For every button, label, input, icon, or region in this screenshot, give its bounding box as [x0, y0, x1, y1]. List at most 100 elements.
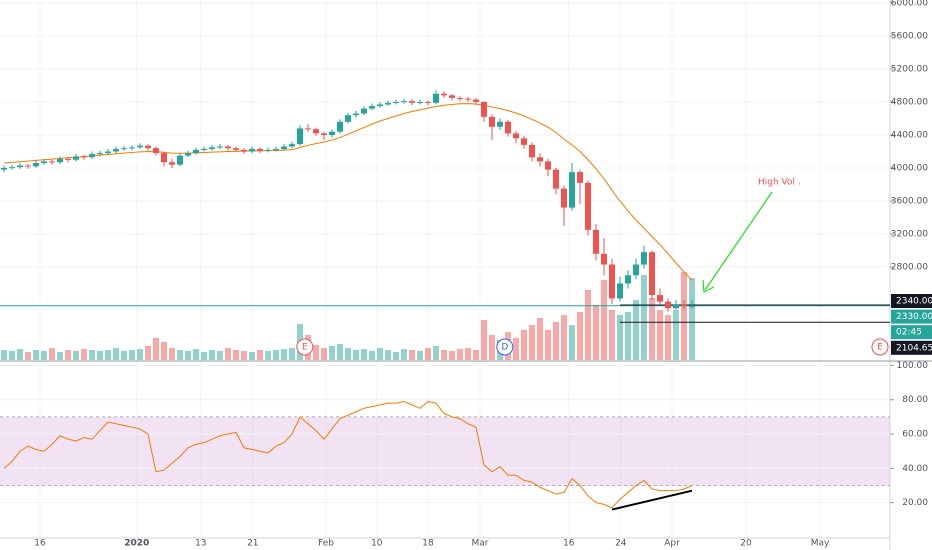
event-label: E	[302, 343, 308, 353]
axis-label: 2330.00	[896, 312, 932, 322]
candle-body	[233, 148, 239, 150]
candle-body	[129, 147, 135, 149]
volume-bar	[89, 350, 95, 360]
candle-body	[489, 116, 495, 127]
volume-bar	[49, 348, 55, 360]
volume-bar	[313, 345, 319, 360]
volume-bar	[409, 350, 415, 360]
x-tick-label: 20	[740, 539, 752, 549]
x-tick-label: 21	[247, 539, 258, 549]
volume-bar	[641, 275, 647, 360]
volume-bar	[345, 348, 351, 360]
x-tick-label: 24	[615, 539, 627, 549]
candle-body	[121, 148, 127, 150]
candle-body	[593, 229, 599, 254]
volume-bar	[81, 349, 87, 360]
volume-bar	[169, 348, 175, 360]
volume-bar	[513, 338, 519, 360]
volume-bar	[281, 349, 287, 360]
candle-body	[265, 149, 271, 151]
volume-bar	[321, 348, 327, 360]
y-tick-label: 2800.00	[891, 263, 928, 273]
volume-bar	[489, 335, 495, 360]
annotation-text: High Vol .	[758, 178, 801, 188]
candle-body	[57, 158, 63, 163]
y-tick-label: 4400.00	[891, 130, 928, 140]
candle-body	[17, 165, 23, 168]
event-label: D	[501, 343, 508, 353]
volume-bar	[217, 351, 223, 360]
volume-bar	[537, 318, 543, 360]
candle-body	[321, 133, 327, 135]
volume-bar	[353, 350, 359, 360]
volume-bar	[129, 350, 135, 360]
volume-bar	[465, 348, 471, 360]
candle-body	[209, 147, 215, 150]
volume-bar	[577, 312, 583, 360]
volume-bar	[481, 320, 487, 360]
candle-body	[329, 131, 335, 135]
volume-bar	[225, 348, 231, 360]
candle-body	[553, 169, 559, 189]
candle-body	[9, 167, 15, 169]
candle-body	[281, 146, 287, 150]
candle-body	[185, 153, 191, 156]
candle-body	[73, 156, 79, 160]
volume-bar	[593, 305, 599, 360]
volume-bar	[337, 344, 343, 360]
candle-body	[153, 148, 159, 154]
event-label: E	[877, 343, 883, 353]
volume-bar	[65, 350, 71, 360]
volume-bar	[257, 350, 263, 360]
candle-body	[473, 99, 479, 102]
candle-body	[377, 104, 383, 107]
volume-bar	[121, 351, 127, 360]
x-tick-label: 2020	[124, 539, 149, 549]
x-tick-label: 10	[371, 539, 383, 549]
y-tick-label: 100.00	[897, 361, 929, 371]
event-marker	[871, 338, 889, 356]
candle-body	[481, 101, 487, 117]
volume-bar	[441, 350, 447, 360]
candle-body	[113, 149, 119, 152]
candle-body	[49, 161, 55, 163]
candle-body	[505, 121, 511, 134]
axis-label-box	[891, 294, 932, 308]
candle-body	[681, 304, 687, 306]
volume-bar	[185, 351, 191, 360]
candle-body	[513, 133, 519, 139]
candle-body	[193, 149, 199, 154]
candle-body	[241, 149, 247, 152]
candle-body	[361, 108, 367, 114]
event-marker	[496, 338, 514, 356]
candle-body	[497, 121, 503, 127]
candle-body	[313, 129, 319, 134]
volume-bar	[289, 348, 295, 360]
volume-bar	[561, 315, 567, 360]
annotation-arrow	[704, 191, 773, 291]
volume-bar	[569, 325, 575, 360]
volume-bar	[105, 350, 111, 360]
x-tick-label: May	[811, 539, 830, 549]
volume-bar	[33, 350, 39, 360]
x-tick-label: 13	[195, 539, 206, 549]
volume-bar	[241, 351, 247, 360]
candle-body	[289, 144, 295, 147]
volume-bar	[113, 348, 119, 360]
volume-bar	[617, 315, 623, 360]
candle-body	[41, 161, 47, 164]
volume-bar	[601, 280, 607, 360]
candle-body	[81, 156, 87, 158]
volume-bar	[361, 349, 367, 360]
candle-body	[137, 145, 143, 148]
volume-bar	[265, 351, 271, 360]
candle-body	[673, 304, 679, 309]
x-tick-label: Mar	[472, 539, 489, 549]
volume-bar	[73, 351, 79, 360]
candle-body	[633, 264, 639, 276]
volume-bar	[633, 300, 639, 360]
x-tick-label: Feb	[318, 539, 334, 549]
candle-body	[537, 157, 543, 162]
candle-body	[457, 97, 463, 99]
